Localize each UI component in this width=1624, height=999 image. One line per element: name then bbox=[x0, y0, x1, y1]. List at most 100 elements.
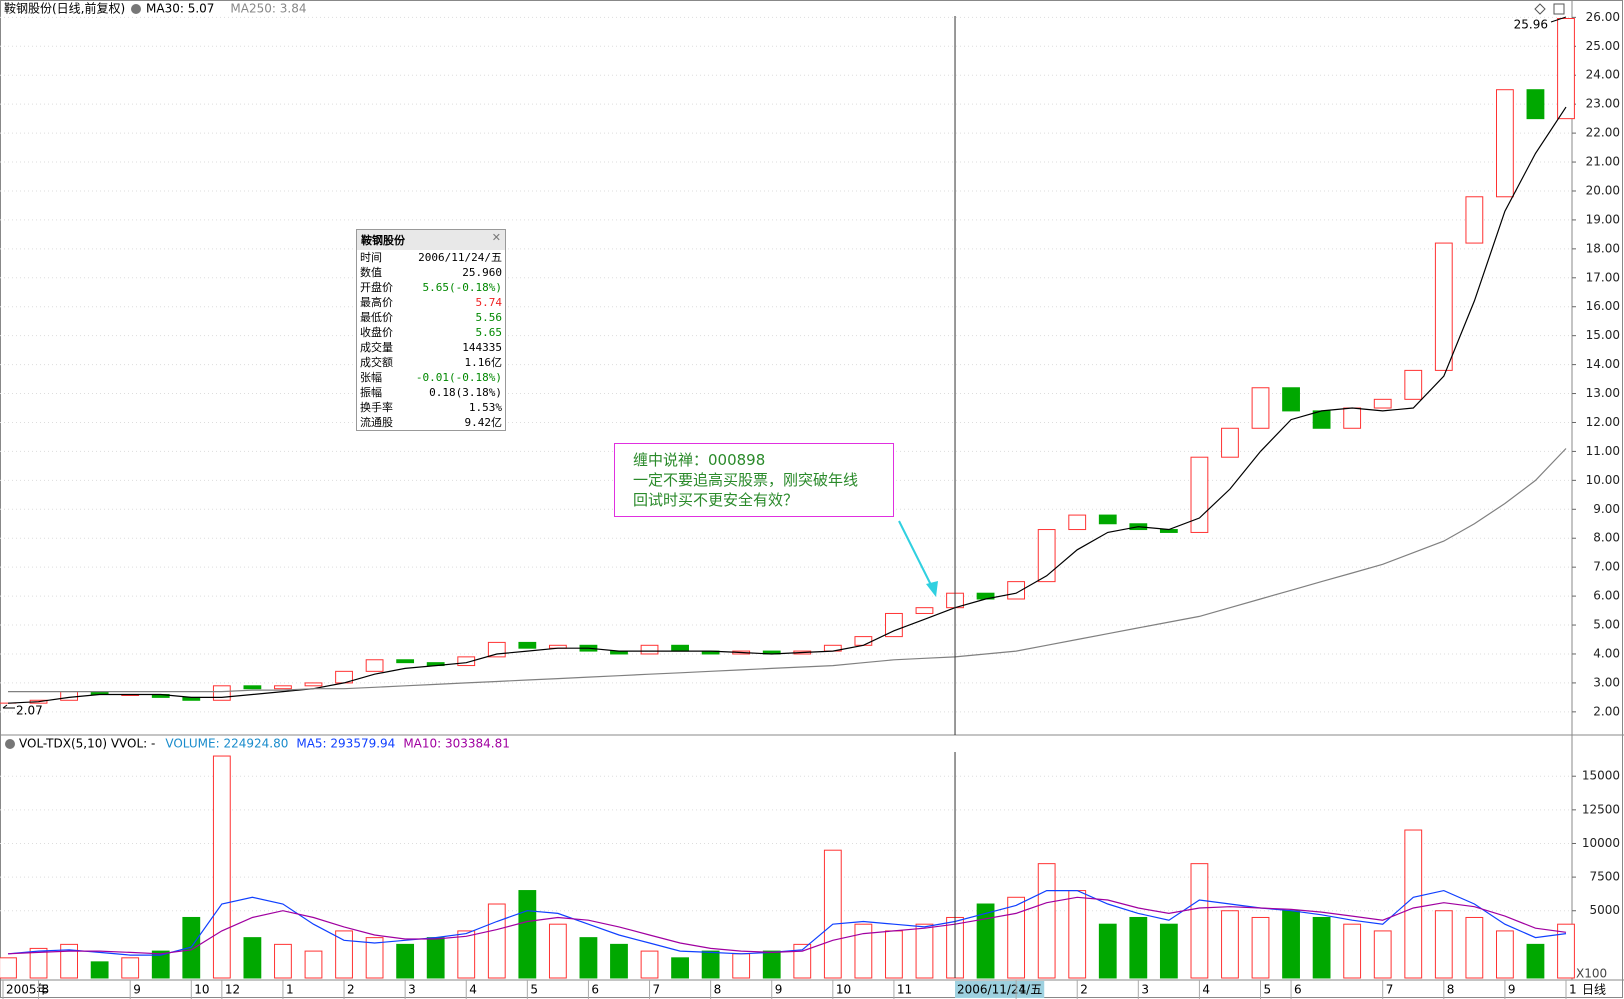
annotation: 缠中说禅：000898 一定不要追高买股票，刚突破年线 回试时买不更安全有效？ bbox=[614, 443, 894, 517]
info-row: 收盘价 5.65 bbox=[357, 325, 505, 340]
volume-bar bbox=[762, 950, 781, 979]
info-row: 换手率 1.53% bbox=[357, 400, 505, 415]
candle bbox=[915, 607, 934, 614]
x-tick-label: 3 bbox=[1141, 983, 1149, 997]
volume-bar bbox=[732, 953, 751, 979]
volume-bar bbox=[29, 947, 48, 979]
info-label: 张幅 bbox=[360, 371, 382, 384]
info-label: 换手率 bbox=[360, 401, 393, 414]
x-tick-label: 5 bbox=[530, 983, 538, 997]
candle bbox=[1373, 398, 1392, 409]
y-tick-label: 8.00 bbox=[1593, 531, 1620, 545]
volume-bar bbox=[793, 943, 812, 979]
x-tick-label: 6 bbox=[1294, 983, 1302, 997]
info-label: 收盘价 bbox=[360, 326, 393, 339]
y-tick-label: 5000 bbox=[1589, 903, 1620, 917]
x-tick-label: 2005年 bbox=[6, 983, 49, 997]
x-tick-label: 8 bbox=[42, 983, 50, 997]
legend-entry: MA10: 303384.81 bbox=[403, 737, 510, 751]
volume-bar bbox=[396, 943, 415, 979]
candle bbox=[1282, 387, 1300, 412]
volume-bar bbox=[335, 930, 353, 979]
window-icon bbox=[1553, 3, 1565, 15]
volume-bar bbox=[518, 890, 537, 979]
info-label: 成交量 bbox=[360, 341, 393, 354]
crosshair-date: 2006/11/24/五 bbox=[957, 983, 1042, 997]
x-tick-label: 2 bbox=[1080, 983, 1088, 997]
candle bbox=[212, 685, 231, 701]
volume-bar bbox=[1221, 910, 1239, 979]
y-tick-label: 12500 bbox=[1582, 802, 1620, 816]
info-value: 5.74 bbox=[475, 296, 503, 309]
volume-bar bbox=[854, 923, 873, 979]
candle bbox=[1312, 410, 1331, 429]
volume-bar bbox=[1557, 923, 1575, 979]
x-tick-label: 6 bbox=[591, 983, 599, 997]
volume-bar bbox=[1007, 896, 1026, 979]
info-label: 流通股 bbox=[360, 416, 393, 429]
volume-bar bbox=[1373, 930, 1392, 979]
volume-bar bbox=[365, 937, 384, 979]
x-tick-label: 1 bbox=[286, 983, 294, 997]
volume-bar bbox=[1068, 890, 1087, 979]
volume-bar bbox=[579, 937, 598, 979]
x-tick-label: 2 bbox=[347, 983, 355, 997]
volume-bar bbox=[640, 950, 659, 979]
volume-bar bbox=[243, 937, 262, 979]
volume-bar bbox=[1159, 923, 1178, 979]
chart-title: 鞍钢股份(日线,前复权) bbox=[4, 1, 125, 16]
annotation-line: 回试时买不更安全有效？ bbox=[633, 491, 799, 509]
candle bbox=[1557, 18, 1575, 120]
info-row: 时间 2006/11/24/五 bbox=[357, 250, 505, 265]
y-tick-label: 7.00 bbox=[1593, 560, 1620, 574]
info-label: 最高价 bbox=[360, 296, 393, 309]
legend-entry: MA30: 5.07 bbox=[146, 2, 214, 16]
info-label: 最低价 bbox=[360, 311, 393, 324]
candle bbox=[1526, 89, 1545, 120]
candle bbox=[1343, 407, 1362, 429]
volume-bar bbox=[1343, 923, 1362, 979]
y-tick-label: 10.00 bbox=[1586, 473, 1620, 487]
candle bbox=[365, 659, 384, 672]
candle bbox=[304, 682, 323, 687]
candle bbox=[60, 691, 78, 701]
period-label: 日线 bbox=[1582, 983, 1606, 997]
candle bbox=[487, 641, 506, 658]
y-tick-label: 10000 bbox=[1582, 836, 1620, 850]
x-tick-label: 12 bbox=[225, 983, 240, 997]
volume-bar bbox=[1496, 930, 1514, 979]
info-row: 成交量 144335 bbox=[357, 340, 505, 355]
y-tick-label: 19.00 bbox=[1586, 212, 1620, 226]
unit-label: X100 bbox=[1576, 967, 1607, 981]
volume-bar bbox=[182, 916, 201, 979]
x-tick-label: 1 bbox=[1569, 983, 1577, 997]
info-value: 5.65 bbox=[475, 326, 503, 339]
x-tick-label: 7 bbox=[653, 983, 661, 997]
volume-bar bbox=[1282, 910, 1300, 979]
x-tick-label: 4 bbox=[469, 983, 477, 997]
volume-bar bbox=[487, 903, 506, 979]
low-pointer bbox=[2, 704, 15, 709]
info-value: -0.01(-0.18%) bbox=[415, 371, 502, 384]
info-label: 开盘价 bbox=[360, 281, 393, 294]
info-value: 9.42亿 bbox=[464, 416, 503, 429]
volume-bar bbox=[701, 950, 720, 979]
info-box: 鞍钢股份 ✕ 时间 2006/11/24/五 数值 25.960 开盘价 5.65(-0.1… bbox=[356, 229, 506, 431]
info-row: 成交额 1.16亿 bbox=[357, 355, 505, 370]
x-tick-label: 8 bbox=[714, 983, 722, 997]
x-tick-label: 7 bbox=[1386, 983, 1394, 997]
crosshair-date-box bbox=[955, 981, 1045, 998]
close-button[interactable]: ✕ bbox=[491, 231, 501, 244]
volume-ma-line bbox=[7, 889, 1567, 956]
y-tick-label: 2.00 bbox=[1593, 704, 1620, 718]
info-label: 数值 bbox=[360, 266, 382, 279]
y-tick-label: 20.00 bbox=[1586, 183, 1620, 197]
y-tick-label: 11.00 bbox=[1586, 444, 1620, 458]
volume-bar bbox=[823, 849, 842, 979]
high-pointer bbox=[1550, 16, 1567, 23]
candle bbox=[1007, 581, 1026, 600]
candle bbox=[1190, 456, 1209, 533]
info-value: 5.65(-0.18%) bbox=[422, 281, 502, 294]
